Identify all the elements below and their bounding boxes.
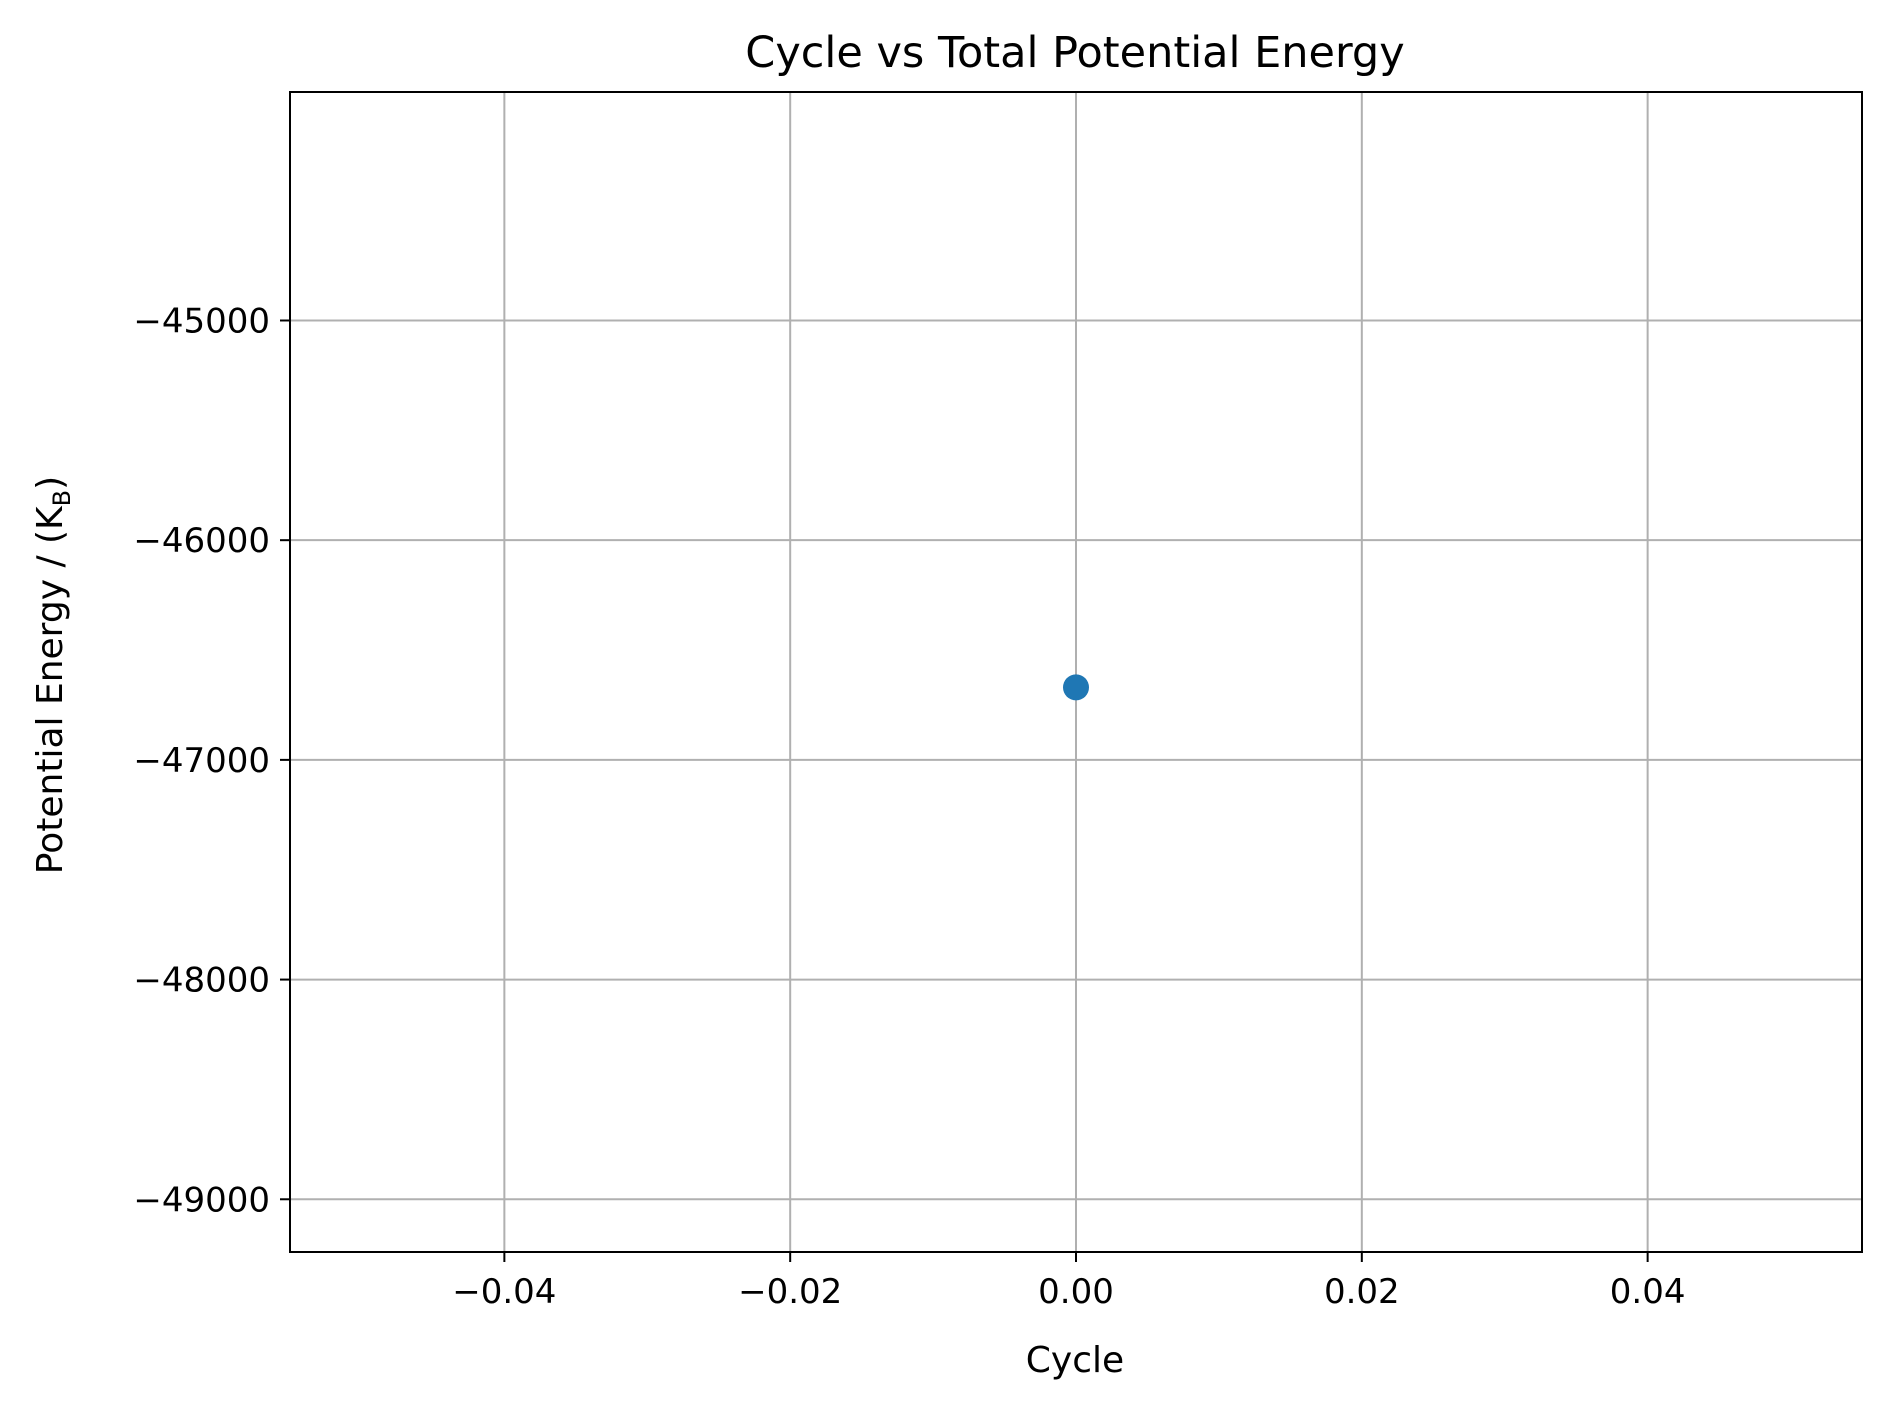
x-tick-label: 0.00 [1038, 1272, 1114, 1312]
x-tick-label: −0.04 [452, 1272, 556, 1312]
x-tick-label: 0.02 [1324, 1272, 1400, 1312]
data-point [1063, 674, 1089, 701]
y-axis-label-close: ) [30, 476, 71, 490]
data-points [1063, 674, 1089, 701]
y-axis-label-main: Potential Energy / (K [30, 505, 71, 874]
y-tick-label: −46000 [133, 521, 270, 561]
plot-frame [289, 91, 1863, 1253]
chart-title: Cycle vs Total Potential Energy [745, 28, 1404, 78]
x-axis-label: Cycle [1026, 1340, 1124, 1381]
x-tick-label: −0.02 [738, 1272, 842, 1312]
x-tick-label: 0.04 [1610, 1272, 1686, 1312]
y-tick-label: −49000 [133, 1180, 270, 1220]
y-axis-label-subscript: B [48, 490, 76, 506]
y-tick-label: −45000 [133, 301, 270, 341]
y-tick-label: −48000 [133, 961, 270, 1001]
grid [290, 92, 1862, 1252]
y-axis-label: Potential Energy / (KB) [30, 476, 76, 874]
ticks: −0.04 −0.02 0.00 0.02 0.04 −49000 −48000 −47000… [133, 301, 1685, 1312]
y-tick-label: −47000 [133, 741, 270, 781]
